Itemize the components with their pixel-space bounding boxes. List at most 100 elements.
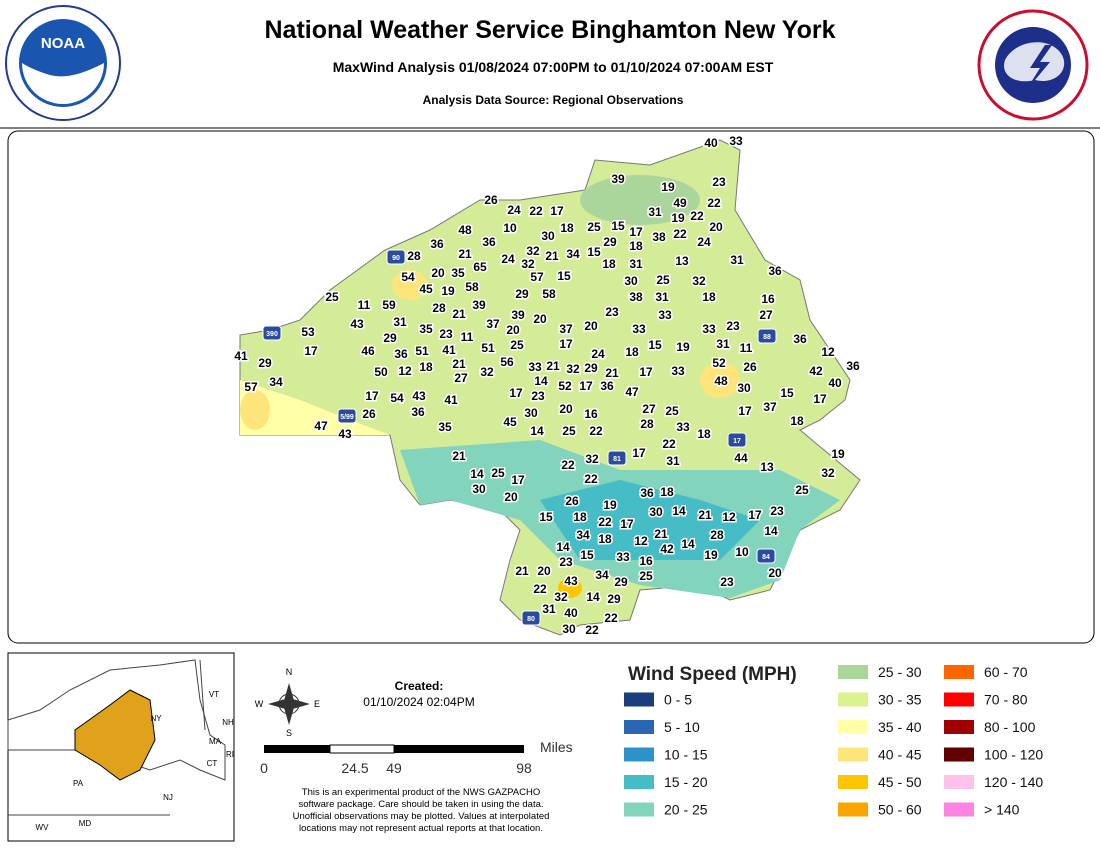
station-value: 33: [632, 322, 646, 336]
station-value: 23: [712, 175, 726, 189]
station-value: 40: [704, 136, 718, 150]
highway-label: 84: [762, 554, 770, 561]
station-value: 17: [620, 517, 634, 531]
station-value: 33: [528, 360, 542, 374]
disclaimer: Unofficial observations may be plotted. …: [293, 811, 550, 822]
station-value: 41: [444, 393, 458, 407]
highway-label: 390: [266, 331, 278, 338]
station-value: 18: [660, 485, 674, 499]
station-value: 19: [441, 284, 455, 298]
station-value: 33: [676, 420, 690, 434]
station-value: 41: [234, 349, 248, 363]
legend-label: 80 - 100: [984, 719, 1036, 735]
station-value: 23: [770, 504, 784, 518]
compass-letter: E: [314, 699, 320, 709]
station-value: 19: [603, 498, 617, 512]
station-value: 18: [573, 510, 587, 524]
station-value: 25: [665, 404, 679, 418]
station-value: 24: [697, 235, 711, 249]
station-value: 21: [698, 508, 712, 522]
station-value: 36: [411, 405, 425, 419]
station-value: 22: [598, 515, 612, 529]
station-value: 43: [338, 427, 352, 441]
station-value: 34: [269, 375, 283, 389]
station-value: 22: [604, 611, 618, 625]
legend-label: 40 - 45: [878, 747, 922, 763]
station-value: 32: [821, 466, 835, 480]
highway-shield: [262, 325, 282, 341]
station-value: 17: [748, 508, 762, 522]
station-value: 21: [452, 449, 466, 463]
station-value: 11: [358, 298, 371, 312]
station-value: 25: [656, 273, 670, 287]
station-value: 56: [500, 355, 514, 369]
station-value: 48: [458, 223, 472, 237]
station-value: 11: [740, 341, 753, 355]
station-value: 36: [793, 332, 807, 346]
station-value: 28: [640, 417, 654, 431]
station-value: 17: [629, 225, 643, 239]
highway-label: 90: [392, 255, 400, 262]
wind-zone: [540, 480, 760, 560]
station-value: 22: [673, 227, 687, 241]
station-value: 17: [632, 446, 646, 460]
highway-label: 17: [733, 438, 741, 445]
station-value: 22: [533, 582, 547, 596]
legend-swatch: [838, 775, 868, 789]
compass-letter: N: [286, 667, 293, 677]
legend-swatch: [944, 692, 974, 707]
station-value: 29: [603, 235, 617, 249]
station-value: 32: [480, 365, 494, 379]
station-value: 15: [648, 338, 662, 352]
station-value: 25: [491, 466, 505, 480]
station-value: 57: [244, 380, 258, 394]
station-value: 32: [554, 590, 568, 604]
station-value: 15: [611, 219, 625, 233]
station-value: 35: [419, 322, 433, 336]
station-value: 11: [461, 330, 474, 344]
station-value: 14: [764, 524, 778, 538]
station-value: 38: [629, 290, 643, 304]
state-label: WV: [36, 823, 50, 832]
station-value: 20: [709, 220, 723, 234]
noaa-text: NOAA: [41, 35, 85, 52]
state-label: MD: [79, 819, 92, 828]
station-value: 24: [501, 252, 515, 266]
station-value: 30: [524, 406, 538, 420]
station-value: 15: [539, 510, 553, 524]
station-value: 49: [673, 196, 687, 210]
station-value: 25: [795, 483, 809, 497]
station-value: 45: [419, 282, 433, 296]
station-value: 25: [639, 569, 653, 583]
station-value: 19: [671, 211, 685, 225]
legend-swatch: [944, 720, 974, 734]
station-value: 17: [550, 204, 564, 218]
station-value: 44: [734, 451, 748, 465]
station-value: 26: [743, 360, 757, 374]
station-value: 37: [486, 317, 500, 331]
station-value: 20: [533, 312, 547, 326]
station-value: 39: [611, 172, 625, 186]
legend-swatch: [624, 720, 654, 734]
station-value: 52: [712, 356, 726, 370]
station-value: 58: [542, 287, 556, 301]
highway-shield: [386, 249, 406, 265]
station-value: 17: [813, 392, 827, 406]
station-value: 38: [652, 230, 666, 244]
station-value: 23: [726, 319, 740, 333]
station-value: 31: [648, 205, 662, 219]
station-value: 39: [511, 308, 525, 322]
legend-swatch: [838, 692, 868, 707]
station-value: 31: [393, 315, 407, 329]
station-value: 26: [484, 193, 498, 207]
station-value: 42: [809, 364, 823, 378]
state-label: NJ: [163, 793, 173, 802]
station-value: 22: [690, 209, 704, 223]
station-value: 31: [629, 257, 643, 271]
state-label: VT: [209, 690, 219, 699]
station-value: 18: [790, 414, 804, 428]
station-value: 32: [526, 244, 540, 258]
scale-unit: Miles: [540, 739, 573, 755]
station-value: 17: [511, 473, 525, 487]
